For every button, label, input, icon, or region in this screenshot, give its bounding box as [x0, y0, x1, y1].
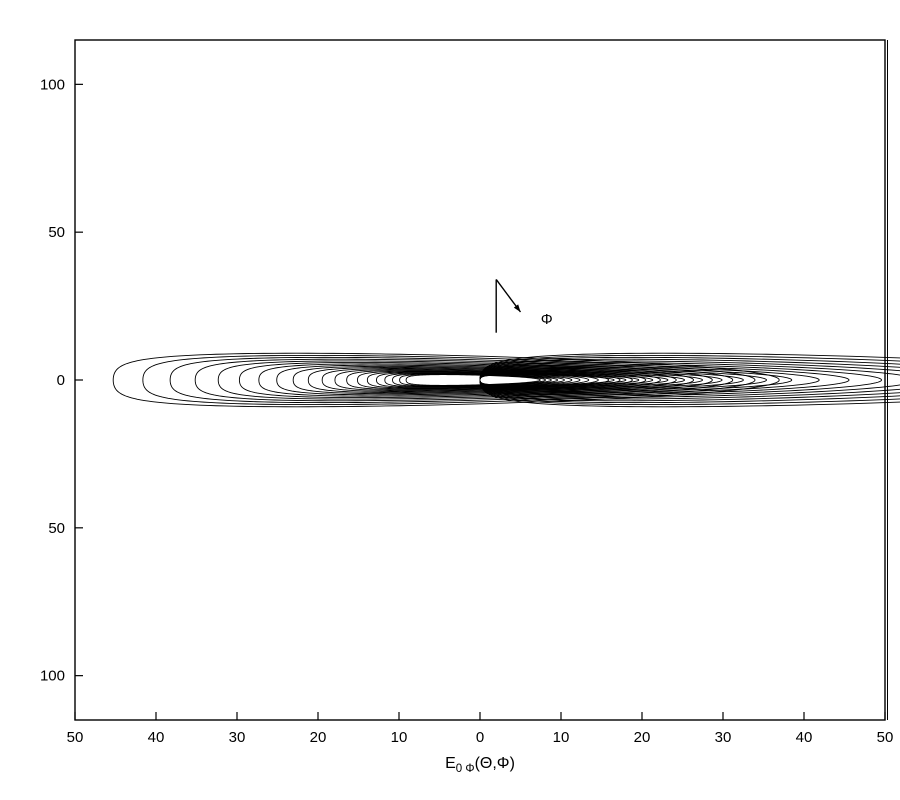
figure-root: 50403020100102030405010050050100E0 Φ(Θ,Φ… [0, 0, 900, 800]
x-tick-label: 40 [148, 729, 165, 746]
y-tick-label: 0 [57, 372, 65, 389]
x-tick-label: 10 [391, 729, 408, 746]
x-tick-label: 20 [310, 729, 327, 746]
phi-label: Φ [541, 311, 553, 328]
x-tick-label: 50 [67, 729, 84, 746]
chart-svg: 50403020100102030405010050050100E0 Φ(Θ,Φ… [0, 0, 900, 800]
x-tick-label: 30 [229, 729, 246, 746]
x-tick-label: 40 [796, 729, 813, 746]
x-tick-label: 50 [877, 729, 894, 746]
x-tick-label: 30 [715, 729, 732, 746]
lobe-contours [113, 353, 900, 407]
x-tick-label: 20 [634, 729, 651, 746]
x-tick-label: 0 [476, 729, 484, 746]
y-tick-label: 100 [40, 668, 65, 685]
x-axis-title: E0 Φ(Θ,Φ) [445, 755, 515, 775]
y-tick-label: 50 [48, 224, 65, 241]
x-tick-label: 10 [553, 729, 570, 746]
y-tick-label: 100 [40, 76, 65, 93]
y-tick-label: 50 [48, 520, 65, 537]
lobe-contour [480, 355, 900, 404]
